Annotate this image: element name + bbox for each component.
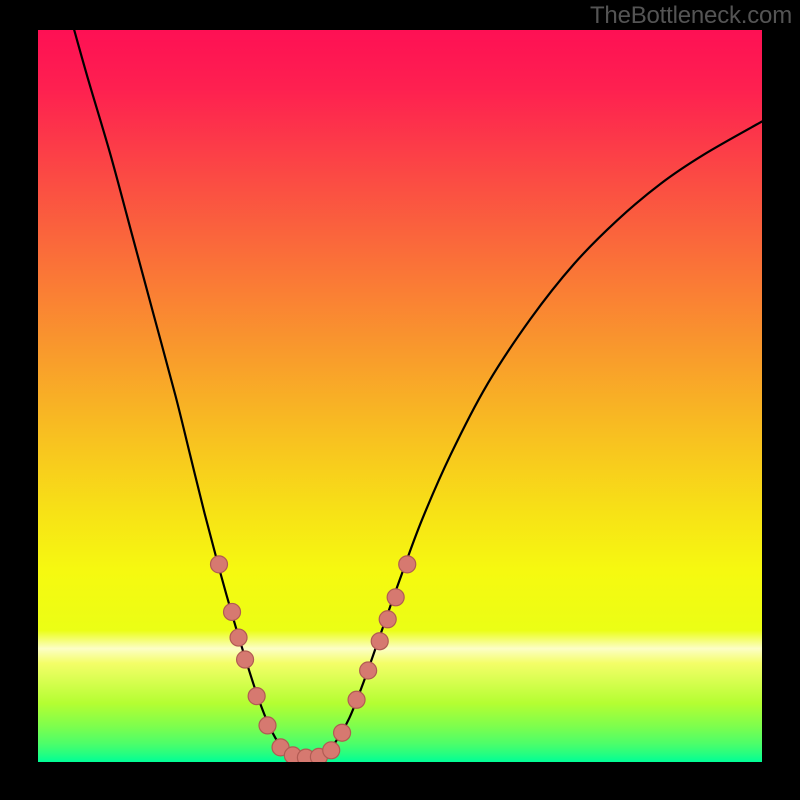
scatter-marker: [387, 589, 404, 606]
scatter-marker: [259, 717, 276, 734]
stage: TheBottleneck.com: [0, 0, 800, 800]
scatter-marker: [371, 633, 388, 650]
watermark-label: TheBottleneck.com: [590, 2, 792, 30]
plot-svg: [38, 30, 762, 762]
scatter-marker: [237, 651, 254, 668]
scatter-marker: [360, 662, 377, 679]
scatter-marker: [379, 611, 396, 628]
scatter-marker: [348, 691, 365, 708]
scatter-marker: [323, 742, 340, 759]
scatter-marker: [248, 688, 265, 705]
scatter-marker: [224, 603, 241, 620]
scatter-marker: [230, 629, 247, 646]
gradient-background: [38, 30, 762, 762]
scatter-marker: [334, 724, 351, 741]
scatter-marker: [211, 556, 228, 573]
plot-area: [38, 30, 762, 762]
scatter-marker: [399, 556, 416, 573]
